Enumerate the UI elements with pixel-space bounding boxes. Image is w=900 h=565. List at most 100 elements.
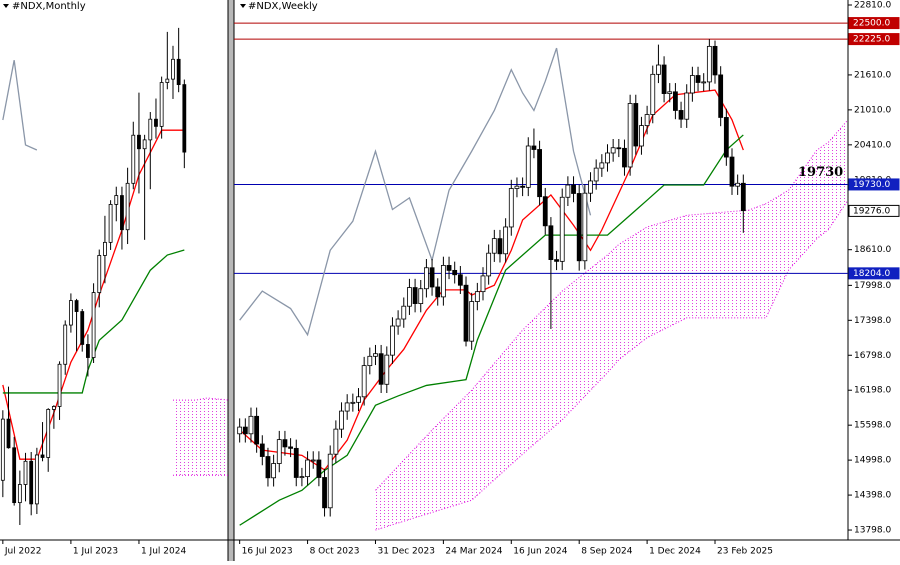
candle-body — [457, 274, 463, 286]
candle-body — [695, 75, 701, 83]
candle-body — [463, 284, 469, 342]
candle-body — [542, 196, 548, 227]
chart-title: #NDX,Monthly — [12, 1, 86, 12]
level-label-box — [848, 17, 900, 30]
candle-body — [159, 82, 164, 127]
candle-body — [310, 459, 316, 462]
y-tick-label: 16798.0 — [854, 351, 891, 361]
candle-body — [305, 459, 310, 478]
candle-body — [650, 73, 656, 115]
candle-body — [712, 45, 718, 76]
x-tick-label: 1 Jul 2023 — [73, 547, 118, 557]
candle-body — [740, 182, 746, 212]
candle-body — [254, 415, 260, 445]
candle-body — [12, 447, 17, 504]
indicator-line — [2, 249, 185, 394]
y-tick-label: 17398.0 — [854, 316, 891, 326]
candle-body — [520, 185, 526, 188]
candle-body — [548, 225, 554, 261]
x-tick-label: 16 Jun 2024 — [513, 547, 567, 557]
candle-body — [51, 406, 56, 410]
ichimoku-cloud — [172, 398, 228, 476]
candle-body — [723, 117, 729, 158]
candle-body — [497, 238, 503, 255]
menu-arrow[interactable] — [3, 4, 9, 8]
candle-body — [34, 454, 39, 505]
level-label: 19730.0 — [853, 180, 890, 190]
y-tick-label: 22810.0 — [854, 1, 891, 11]
candle-body — [452, 269, 458, 276]
x-tick-label: Jul 2022 — [4, 547, 42, 557]
candle-body — [390, 325, 395, 356]
candle-body — [701, 81, 707, 84]
candle-body — [344, 402, 350, 412]
x-tick-label: 31 Dec 2023 — [377, 547, 435, 557]
candle-body — [554, 259, 559, 262]
candle-body — [299, 476, 305, 479]
indicator-line — [2, 60, 38, 151]
candle-body — [440, 265, 446, 298]
level-label-box — [848, 33, 900, 46]
y-tick-label: 16198.0 — [854, 386, 891, 396]
y-tick-label: 20410.0 — [854, 140, 891, 150]
candle-body — [373, 353, 378, 357]
candle-body — [108, 204, 113, 243]
y-tick-label: 18610.0 — [854, 245, 891, 255]
candle-body — [537, 149, 542, 198]
candle-body — [154, 118, 158, 127]
candle-body — [46, 409, 51, 458]
candle-body — [248, 415, 254, 435]
candle-body — [68, 300, 73, 326]
indicator-line — [239, 47, 592, 337]
candle-body — [367, 355, 373, 367]
candle-body — [131, 134, 136, 184]
candle-body — [418, 288, 424, 304]
y-tick-label: 15598.0 — [854, 421, 891, 431]
candle-body — [57, 363, 62, 407]
x-tick-label: 1 Jul 2024 — [141, 547, 186, 557]
candle-body — [616, 147, 622, 150]
candle-body — [74, 300, 79, 312]
candle-body — [29, 460, 34, 505]
y-tick-label: 14398.0 — [854, 491, 891, 501]
candle-body — [361, 365, 367, 398]
x-tick-label: 23 Feb 2025 — [717, 547, 773, 557]
candle-body — [633, 103, 639, 147]
y-tick-label: 21610.0 — [854, 70, 891, 80]
menu-arrow[interactable] — [240, 4, 246, 8]
candle-body — [322, 477, 327, 509]
plot-area — [234, 22, 848, 531]
candle-body — [282, 439, 288, 448]
candle-body — [97, 255, 102, 293]
y-tick-label: 13798.0 — [854, 526, 891, 536]
candle-body — [435, 286, 441, 298]
candle-body — [661, 64, 667, 94]
candle-body — [729, 156, 735, 187]
candle-body — [6, 418, 11, 449]
candle-body — [384, 354, 390, 385]
candle-body — [474, 291, 480, 302]
candle-body — [559, 196, 565, 262]
candle-body — [718, 74, 724, 118]
candle-body — [0, 418, 5, 481]
candle-body — [114, 195, 119, 205]
candle-body — [588, 180, 593, 194]
candle-body — [684, 92, 690, 120]
candle-body — [327, 453, 333, 509]
candle-body — [316, 459, 322, 478]
candle-body — [656, 64, 661, 75]
y-tick-label: 14998.0 — [854, 456, 891, 466]
candle-body — [237, 426, 243, 435]
level-label-box — [848, 204, 900, 217]
candle-body — [469, 301, 475, 342]
candle-body — [565, 184, 571, 198]
cloud-edge — [375, 199, 848, 531]
candle-body — [165, 78, 170, 83]
candle-body — [378, 353, 384, 385]
annotation: 19730 — [798, 165, 843, 180]
ichimoku-cloud — [375, 119, 848, 531]
level-label-box — [848, 178, 900, 191]
x-tick-label: 16 Jul 2023 — [242, 547, 293, 557]
candle-body — [735, 182, 741, 187]
candle-body — [86, 344, 90, 358]
